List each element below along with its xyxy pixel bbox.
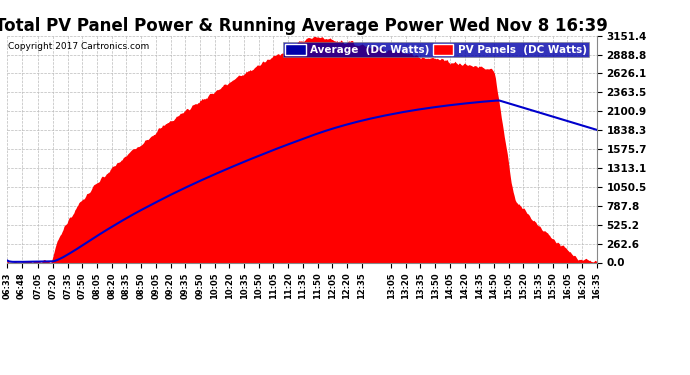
Text: Copyright 2017 Cartronics.com: Copyright 2017 Cartronics.com: [8, 42, 149, 51]
Legend: Average  (DC Watts), PV Panels  (DC Watts): Average (DC Watts), PV Panels (DC Watts): [283, 42, 589, 57]
Title: Total PV Panel Power & Running Average Power Wed Nov 8 16:39: Total PV Panel Power & Running Average P…: [0, 18, 609, 36]
